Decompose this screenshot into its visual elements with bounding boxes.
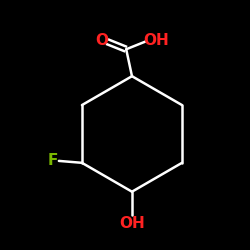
Text: OH: OH (119, 216, 145, 231)
Text: OH: OH (143, 33, 169, 48)
Text: O: O (96, 33, 109, 48)
Text: F: F (48, 154, 58, 168)
